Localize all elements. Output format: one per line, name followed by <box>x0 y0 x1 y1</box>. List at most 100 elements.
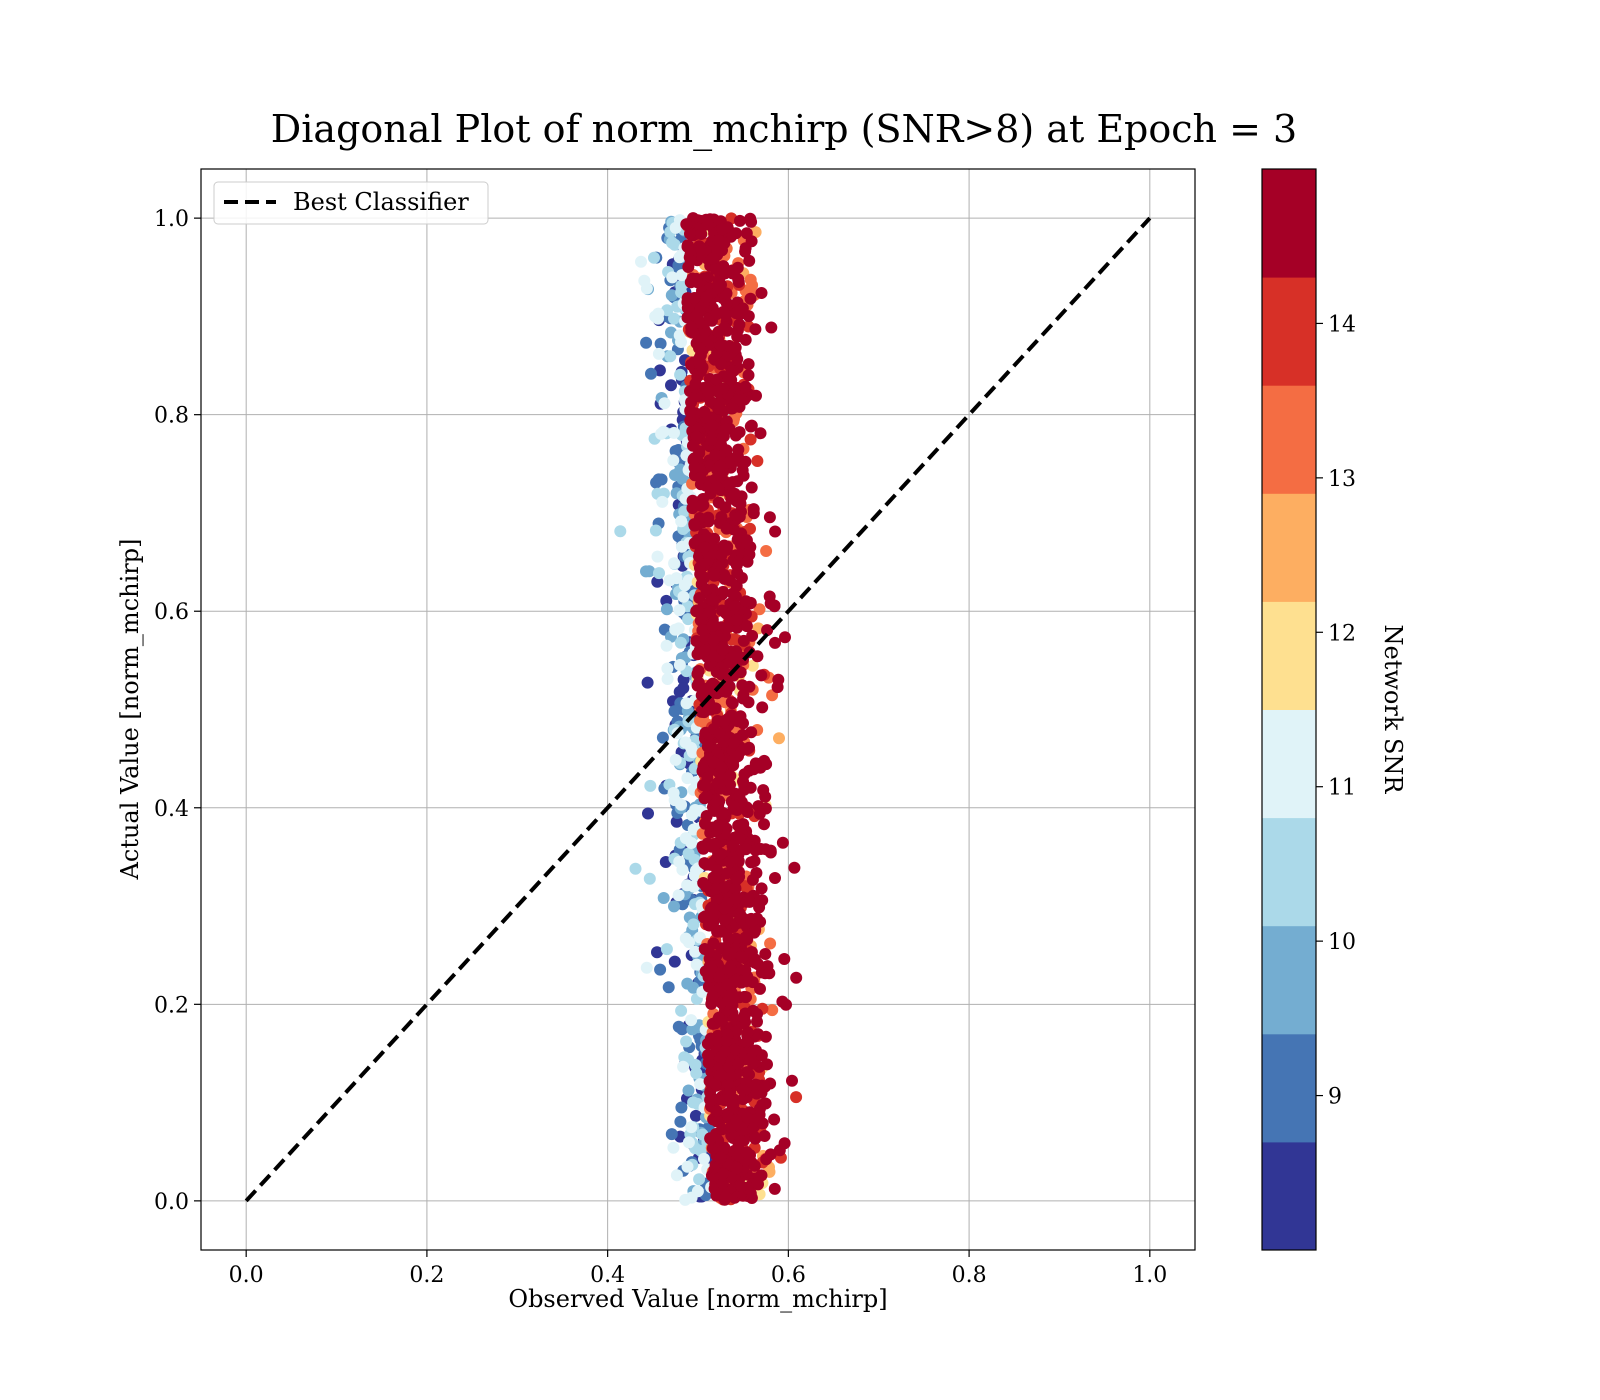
scatter-point <box>706 252 719 265</box>
scatter-point <box>701 531 714 544</box>
scatter-point <box>690 430 703 443</box>
scatter-point <box>758 1130 771 1142</box>
scatter-point <box>660 943 673 956</box>
scatter-point <box>728 1043 741 1056</box>
x-tick-label: 0.4 <box>590 1263 625 1288</box>
scatter-point <box>729 227 742 240</box>
scatter-point <box>685 321 698 334</box>
scatter-point <box>766 1004 779 1017</box>
scatter-point <box>764 844 777 857</box>
scatter-point <box>673 855 686 868</box>
scatter-point <box>730 307 743 320</box>
scatter-point <box>714 460 726 473</box>
scatter-point <box>745 726 758 739</box>
scatter-point <box>773 732 785 745</box>
scatter-point <box>675 1101 688 1114</box>
scatter-point <box>706 419 719 432</box>
scatter-point <box>725 364 738 377</box>
scatter-point <box>691 668 704 680</box>
scatter-point <box>667 787 680 799</box>
scatter-point <box>746 659 759 672</box>
scatter-point <box>706 677 719 690</box>
scatter-point <box>742 369 755 382</box>
scatter-point <box>711 385 724 397</box>
scatter-point <box>739 843 752 856</box>
colorbar-label: Network SNR <box>1379 625 1407 795</box>
scatter-point <box>690 1067 703 1080</box>
scatter-point <box>761 1058 773 1071</box>
scatter-point <box>717 430 730 443</box>
scatter-point <box>747 503 760 516</box>
scatter-point <box>788 861 801 874</box>
colorbar: 9 10 11 12 13 14 <box>1261 168 1356 1251</box>
scatter-point <box>763 511 776 524</box>
chart-title: Diagonal Plot of norm_mchirp (SNR>8) at … <box>271 107 1297 152</box>
scatter-point <box>714 1069 727 1082</box>
colorbar-tick-label: 13 <box>1328 467 1356 492</box>
scatter-point <box>720 978 733 991</box>
scatter-point <box>698 571 711 584</box>
scatter-point <box>675 269 688 282</box>
scatter-point <box>768 1182 781 1195</box>
scatter-point <box>714 1151 727 1164</box>
scatter-point <box>769 872 781 884</box>
colorbar-frame <box>1261 168 1317 1251</box>
scatter-point <box>755 843 767 855</box>
x-tick-label: 0.0 <box>229 1263 264 1288</box>
scatter-point <box>673 604 686 617</box>
scatter-point <box>726 264 738 277</box>
scatter-point <box>688 518 701 531</box>
scatter-point <box>727 1097 740 1110</box>
colorbar-tick-label: 10 <box>1328 930 1356 955</box>
scatter-point <box>696 624 709 637</box>
y-tick-label: 0.4 <box>154 797 189 822</box>
plot-area: 0.0 0.2 0.4 0.6 0.8 1.0 0.0 0.2 0.4 0.6 0.8 1.0 <box>154 168 1196 1288</box>
scatter-point <box>672 889 685 902</box>
scatter-point <box>702 1049 714 1061</box>
scatter-point <box>685 1121 698 1134</box>
scatter-point <box>749 323 762 336</box>
scatter-point <box>753 603 766 616</box>
colorbar-tick-label: 14 <box>1328 312 1356 337</box>
scatter-point <box>679 932 692 945</box>
plot-frame <box>200 168 1196 1251</box>
scatter-point <box>674 368 687 381</box>
scatter-point <box>751 1008 763 1021</box>
x-tick-label: 1.0 <box>1132 1263 1167 1288</box>
scatter-point <box>687 1096 700 1109</box>
scatter-point <box>697 911 710 924</box>
scatter-point <box>657 425 670 438</box>
scatter-point <box>716 604 728 617</box>
scatter-point <box>763 590 776 603</box>
scatter-point <box>679 832 692 845</box>
colorbar-bin <box>1262 493 1316 602</box>
scatter-point <box>651 946 663 959</box>
scatter-point <box>739 964 752 977</box>
scatter-point <box>737 1011 750 1024</box>
scatter-point <box>737 692 750 705</box>
scatter-point <box>718 902 731 915</box>
scatter-point <box>644 779 657 792</box>
scatter-point <box>736 951 749 964</box>
scatter-point <box>752 958 764 971</box>
scatter-point <box>726 587 739 600</box>
scatter-point <box>675 540 688 553</box>
y-axis-label: Actual Value [norm_mchirp] <box>116 539 144 881</box>
y-tick-label: 0.6 <box>154 600 189 625</box>
scatter-point <box>743 895 756 908</box>
x-axis-label: Observed Value [norm_mchirp] <box>508 1285 887 1313</box>
scatter-point <box>709 795 722 808</box>
scatter-point <box>675 515 688 528</box>
scatter-point <box>651 550 664 563</box>
scatter-point <box>760 545 773 557</box>
scatter-point <box>699 817 711 830</box>
scatter-point <box>745 419 758 432</box>
scatter-point <box>733 214 746 227</box>
scatter-point <box>705 963 718 976</box>
scatter-point <box>668 426 680 439</box>
scatter-point <box>718 715 731 728</box>
scatter-point <box>751 650 764 663</box>
scatter-point <box>679 1193 692 1206</box>
scatter-point <box>740 534 753 547</box>
scatter-point <box>731 872 743 885</box>
